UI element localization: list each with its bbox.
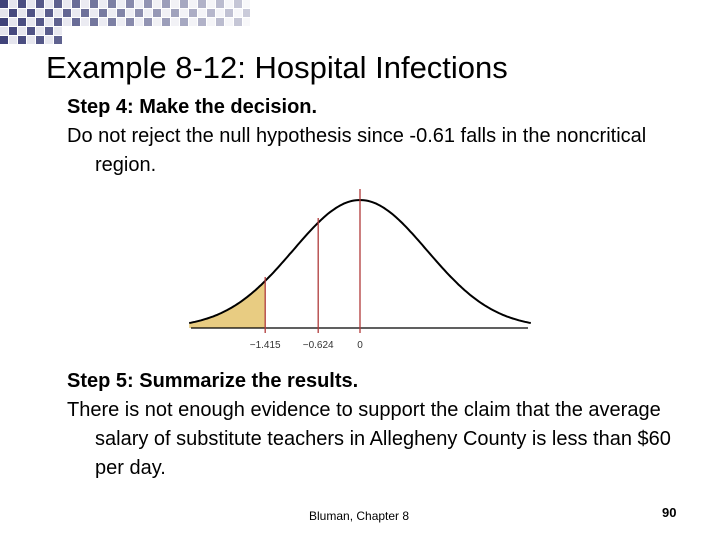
step-4-body: Do not reject the null hypothesis since … xyxy=(67,125,647,176)
step-5-body: There is not enough evidence to support … xyxy=(67,399,671,479)
tick-label-critical: −1.415 xyxy=(250,340,281,351)
normal-curve-figure: −1.415 −0.624 0 xyxy=(189,189,531,351)
step-5-heading: Step 5: Summarize the results. xyxy=(67,370,359,392)
checkerboard-decoration xyxy=(0,0,250,44)
page-number: 90 xyxy=(662,505,677,520)
rejection-region xyxy=(189,281,266,328)
step-4-heading: Step 4: Make the decision. xyxy=(67,96,318,118)
tick-label-center: 0 xyxy=(357,340,363,351)
footer-text: Bluman, Chapter 8 xyxy=(309,509,410,523)
step-4-block: Step 4: Make the decision. Do not reject… xyxy=(67,93,697,180)
tick-label-test: −0.624 xyxy=(303,340,334,351)
slide-title: Example 8-12: Hospital Infections xyxy=(46,50,508,85)
step-5-block: Step 5: Summarize the results. There is … xyxy=(67,367,697,483)
